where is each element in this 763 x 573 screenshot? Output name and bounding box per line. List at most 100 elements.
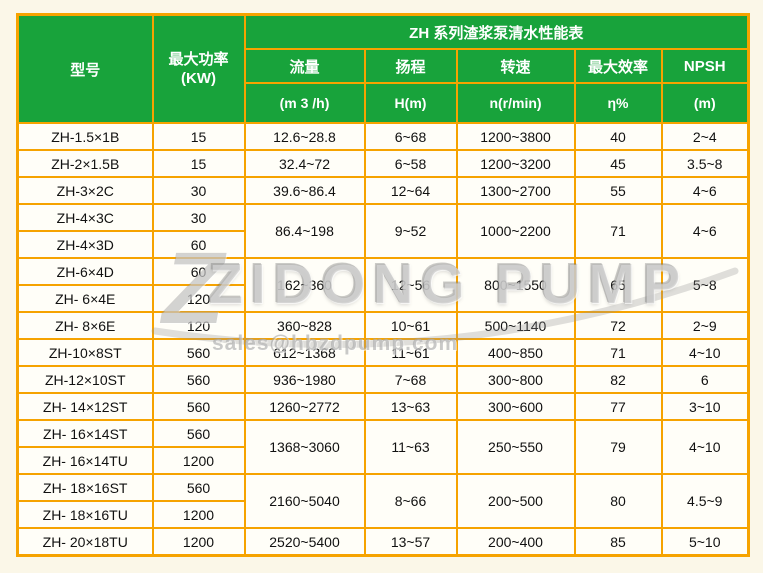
value-cell: 71 [573, 338, 663, 367]
value-cell: 500~1140 [455, 311, 576, 340]
value-cell: 6 [660, 365, 750, 394]
value-cell: 2520~5400 [243, 527, 366, 557]
col-unit-speed: n(r/min) [455, 82, 576, 124]
col-header-model: 型号 [16, 13, 154, 124]
value-cell: 6~68 [363, 122, 458, 151]
col-unit-flow: (m 3 /h) [243, 82, 366, 124]
value-cell: 4~6 [660, 203, 750, 259]
value-cell: 12.6~28.8 [243, 122, 366, 151]
table-row: ZH-2×1.5B 15 32.4~72 6~58 1200~3200 45 3.5~8 [16, 149, 750, 178]
value-cell: 40 [573, 122, 663, 151]
power-cell: 15 [151, 149, 246, 178]
value-cell: 200~500 [455, 473, 576, 529]
value-cell: 2160~5040 [243, 473, 366, 529]
model-cell: ZH- 14×12ST [16, 392, 154, 421]
value-cell: 12~64 [363, 176, 458, 205]
value-cell: 39.6~86.4 [243, 176, 366, 205]
table-row: ZH-12×10ST 560 936~1980 7~68 300~800 82 6 [16, 365, 750, 394]
value-cell: 8~66 [363, 473, 458, 529]
value-cell: 360~828 [243, 311, 366, 340]
table-row: ZH- 18×16ST 560 2160~5040 8~66 200~500 80 4.5~… [16, 473, 750, 529]
col-unit-head: H(m) [363, 82, 458, 124]
power-cell: 1200 [151, 500, 246, 529]
value-cell: 5~10 [660, 527, 750, 557]
col-header-speed: 转速 [455, 48, 576, 84]
value-cell: 300~600 [455, 392, 576, 421]
value-cell: 162~360 [243, 257, 366, 313]
power-cell: 560 [151, 392, 246, 421]
value-cell: 5~8 [660, 257, 750, 313]
model-cell: ZH- 8×6E [16, 311, 154, 340]
col-header-max-power-line2: (KW) [181, 70, 216, 87]
table-title: ZH 系列渣浆泵清水性能表 [243, 13, 750, 50]
value-cell: 3~10 [660, 392, 750, 421]
table-body: ZH-1.5×1B 15 12.6~28.8 6~68 1200~3800 40 2~4 ZH… [16, 122, 750, 557]
model-cell: ZH-12×10ST [16, 365, 154, 394]
value-cell: 2~4 [660, 122, 750, 151]
model-cell: ZH- 20×18TU [16, 527, 154, 557]
value-cell: 9~52 [363, 203, 458, 259]
model-cell: ZH-6×4D [16, 257, 154, 286]
value-cell: 200~400 [455, 527, 576, 557]
value-cell: 1368~3060 [243, 419, 366, 475]
power-cell: 15 [151, 122, 246, 151]
table-row: ZH- 20×18TU 1200 2520~5400 13~57 200~400 85 5~… [16, 527, 750, 557]
value-cell: 77 [573, 392, 663, 421]
value-cell: 11~61 [363, 338, 458, 367]
value-cell: 1200~3800 [455, 122, 576, 151]
power-cell: 30 [151, 176, 246, 205]
value-cell: 12~56 [363, 257, 458, 313]
value-cell: 80 [573, 473, 663, 529]
power-cell: 560 [151, 473, 246, 502]
value-cell: 82 [573, 365, 663, 394]
value-cell: 32.4~72 [243, 149, 366, 178]
value-cell: 1000~2200 [455, 203, 576, 259]
value-cell: 4~6 [660, 176, 750, 205]
model-cell: ZH-1.5×1B [16, 122, 154, 151]
value-cell: 6~58 [363, 149, 458, 178]
power-cell: 30 [151, 203, 246, 232]
value-cell: 13~57 [363, 527, 458, 557]
value-cell: 45 [573, 149, 663, 178]
col-unit-npsh: (m) [660, 82, 750, 124]
value-cell: 612~1368 [243, 338, 366, 367]
model-cell: ZH-4×3D [16, 230, 154, 259]
power-cell: 560 [151, 365, 246, 394]
value-cell: 1300~2700 [455, 176, 576, 205]
table-header: 型号 最大功率 (KW) ZH 系列渣浆泵清水性能表 流量 扬程 转速 最大效率… [16, 13, 750, 124]
model-cell: ZH-10×8ST [16, 338, 154, 367]
model-cell: ZH-2×1.5B [16, 149, 154, 178]
table-row: ZH- 16×14ST 560 1368~3060 11~63 250~550 79 4~1… [16, 419, 750, 475]
col-header-max-power: 最大功率 (KW) [151, 13, 246, 124]
table-row: ZH-6×4D 60 162~360 12~56 800~1550 65 5~8 [16, 257, 750, 313]
value-cell: 85 [573, 527, 663, 557]
table-row: ZH-3×2C 30 39.6~86.4 12~64 1300~2700 55 4~6 [16, 176, 750, 205]
power-cell: 120 [151, 284, 246, 313]
value-cell: 71 [573, 203, 663, 259]
performance-table: 型号 最大功率 (KW) ZH 系列渣浆泵清水性能表 流量 扬程 转速 最大效率… [16, 13, 750, 557]
table-row: ZH-4×3D 60 [16, 230, 749, 259]
table-row: ZH-1.5×1B 15 12.6~28.8 6~68 1200~3800 40 2~4 [16, 122, 750, 151]
value-cell: 3.5~8 [660, 149, 750, 178]
value-cell: 1260~2772 [243, 392, 366, 421]
value-cell: 936~1980 [243, 365, 366, 394]
table-row: ZH- 18×16TU 1200 [16, 500, 749, 529]
table-row: ZH-10×8ST 560 612~1368 11~61 400~850 71 4~10 [16, 338, 750, 367]
model-cell: ZH- 16×14TU [16, 446, 154, 475]
table-row: ZH-4×3C 30 86.4~198 9~52 1000~2200 71 4~6 [16, 203, 750, 259]
power-cell: 60 [151, 230, 246, 259]
value-cell: 400~850 [455, 338, 576, 367]
value-cell: 4.5~9 [660, 473, 750, 529]
value-cell: 11~63 [363, 419, 458, 475]
value-cell: 800~1550 [455, 257, 576, 313]
value-cell: 1200~3200 [455, 149, 576, 178]
value-cell: 65 [573, 257, 663, 313]
value-cell: 4~10 [660, 338, 750, 367]
value-cell: 300~800 [455, 365, 576, 394]
value-cell: 10~61 [363, 311, 458, 340]
value-cell: 250~550 [455, 419, 576, 475]
table-row: ZH- 16×14TU 1200 [16, 446, 749, 475]
model-cell: ZH-3×2C [16, 176, 154, 205]
value-cell: 79 [573, 419, 663, 475]
